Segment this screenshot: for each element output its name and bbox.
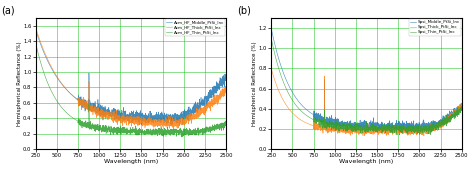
Spsi_Thin_PtSi_Inc xyxy=(361,126,367,128)
Text: (a): (a) xyxy=(1,6,15,16)
Acm_HF_Thin_PtSi_Inc xyxy=(218,126,223,128)
Acm_HF_Thick_PtSi_Inc xyxy=(223,93,229,95)
Acm_HF_Thin_PtSi_Inc xyxy=(218,124,224,126)
Spsi_Middle_PtSi_Inc xyxy=(419,125,424,128)
Line: Acm_HF_Thin_PtSi_Inc: Acm_HF_Thin_PtSi_Inc xyxy=(36,43,226,137)
Acm_HF_Thin_PtSi_Inc xyxy=(120,130,126,132)
Spsi_Thick_PtSi_Inc xyxy=(459,106,465,108)
Spsi_Thick_PtSi_Inc xyxy=(356,131,362,133)
Spsi_Thick_PtSi_Inc xyxy=(361,131,367,133)
Y-axis label: Hemispherical Reflectance (%): Hemispherical Reflectance (%) xyxy=(252,41,257,126)
Acm_HF_Thick_PtSi_Inc xyxy=(218,96,223,98)
Spsi_Thin_PtSi_Inc xyxy=(419,130,424,132)
Acm_HF_Thin_PtSi_Inc xyxy=(33,42,38,44)
Spsi_Thin_PtSi_Inc xyxy=(278,74,284,76)
Spsi_Thin_PtSi_Inc xyxy=(356,129,362,131)
Text: (b): (b) xyxy=(237,6,251,16)
Spsi_Thick_PtSi_Inc xyxy=(421,135,427,137)
Spsi_Thick_PtSi_Inc xyxy=(453,111,459,113)
Acm_HF_Middle_PtSi_Inc xyxy=(43,55,48,57)
Legend: Acm_HF_Middle_PtSi_Inc, Acm_HF_Thick_PtSi_Inc, Acm_HF_Thin_PtSi_Inc: Acm_HF_Middle_PtSi_Inc, Acm_HF_Thick_PtS… xyxy=(165,19,225,36)
Spsi_Middle_PtSi_Inc xyxy=(397,134,402,136)
Acm_HF_Thin_PtSi_Inc xyxy=(183,134,189,136)
Acm_HF_Thin_PtSi_Inc xyxy=(223,122,229,124)
Spsi_Thin_PtSi_Inc xyxy=(459,106,465,108)
X-axis label: Wavelength (nm): Wavelength (nm) xyxy=(339,159,393,164)
Y-axis label: Hemispherical Reflectance (%): Hemispherical Reflectance (%) xyxy=(17,41,22,126)
Spsi_Thick_PtSi_Inc xyxy=(419,131,424,133)
Acm_HF_Thick_PtSi_Inc xyxy=(33,26,38,28)
Line: Acm_HF_Thick_PtSi_Inc: Acm_HF_Thick_PtSi_Inc xyxy=(36,27,226,129)
Spsi_Thin_PtSi_Inc xyxy=(393,134,399,136)
Spsi_Thick_PtSi_Inc xyxy=(278,95,284,97)
Line: Acm_HF_Middle_PtSi_Inc: Acm_HF_Middle_PtSi_Inc xyxy=(36,30,226,126)
Acm_HF_Thick_PtSi_Inc xyxy=(171,128,176,130)
Acm_HF_Middle_PtSi_Inc xyxy=(218,77,223,79)
Acm_HF_Thin_PtSi_Inc xyxy=(126,129,131,131)
Spsi_Thin_PtSi_Inc xyxy=(268,37,274,39)
Acm_HF_Thick_PtSi_Inc xyxy=(120,119,126,121)
Acm_HF_Middle_PtSi_Inc xyxy=(223,77,229,79)
Acm_HF_Middle_PtSi_Inc xyxy=(176,125,182,127)
Spsi_Thick_PtSi_Inc xyxy=(454,109,459,111)
Spsi_Middle_PtSi_Inc xyxy=(459,110,465,112)
Spsi_Middle_PtSi_Inc xyxy=(356,123,362,125)
Acm_HF_Middle_PtSi_Inc xyxy=(218,80,224,82)
Acm_HF_Thick_PtSi_Inc xyxy=(183,119,189,121)
Spsi_Middle_PtSi_Inc xyxy=(278,65,284,67)
Spsi_Middle_PtSi_Inc xyxy=(361,124,367,126)
Legend: Spsi_Middle_PtSi_Inc, Spsi_Thick_PtSi_Inc, Spsi_Thin_PtSi_Inc: Spsi_Middle_PtSi_Inc, Spsi_Thick_PtSi_In… xyxy=(409,19,461,36)
Acm_HF_Thick_PtSi_Inc xyxy=(126,122,131,124)
Spsi_Middle_PtSi_Inc xyxy=(268,27,274,29)
Acm_HF_Middle_PtSi_Inc xyxy=(33,29,38,31)
Spsi_Thin_PtSi_Inc xyxy=(454,112,459,114)
Spsi_Middle_PtSi_Inc xyxy=(454,111,459,113)
Acm_HF_Middle_PtSi_Inc xyxy=(126,115,131,117)
Acm_HF_Middle_PtSi_Inc xyxy=(183,113,189,115)
Line: Spsi_Thick_PtSi_Inc: Spsi_Thick_PtSi_Inc xyxy=(271,69,462,136)
Acm_HF_Thick_PtSi_Inc xyxy=(43,53,48,55)
Acm_HF_Thick_PtSi_Inc xyxy=(218,95,224,97)
Line: Spsi_Thin_PtSi_Inc: Spsi_Thin_PtSi_Inc xyxy=(271,38,462,135)
Spsi_Middle_PtSi_Inc xyxy=(453,115,459,117)
Acm_HF_Middle_PtSi_Inc xyxy=(120,110,126,112)
Spsi_Thin_PtSi_Inc xyxy=(453,112,459,114)
Spsi_Thick_PtSi_Inc xyxy=(268,67,274,70)
Acm_HF_Thin_PtSi_Inc xyxy=(179,136,184,138)
Line: Spsi_Middle_PtSi_Inc: Spsi_Middle_PtSi_Inc xyxy=(271,28,462,135)
Acm_HF_Thin_PtSi_Inc xyxy=(43,76,48,78)
X-axis label: Wavelength (nm): Wavelength (nm) xyxy=(104,159,158,164)
